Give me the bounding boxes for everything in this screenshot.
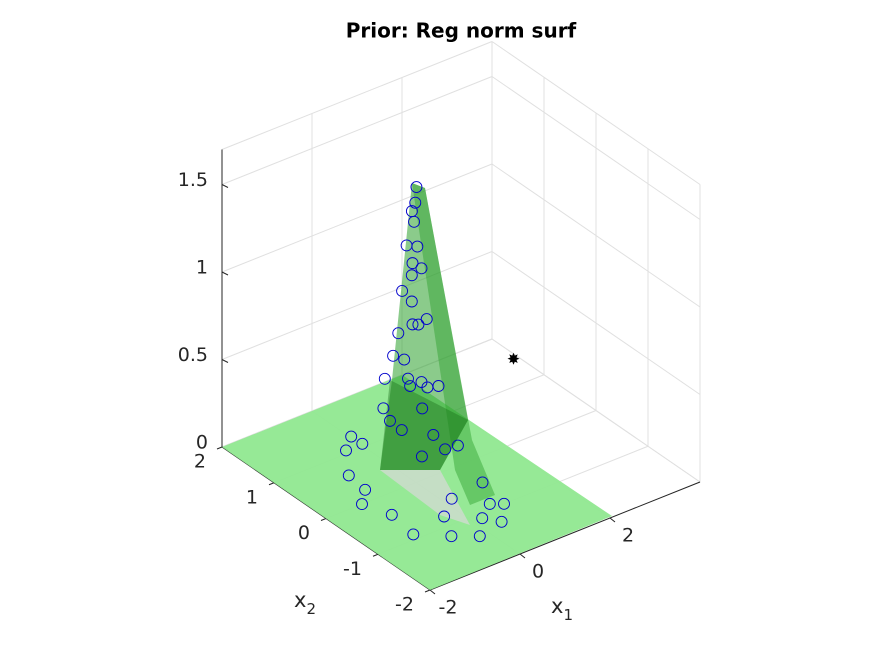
grid-line xyxy=(221,163,493,273)
marker-circle xyxy=(476,512,489,525)
y-tick xyxy=(268,482,275,486)
marker-circle xyxy=(409,196,422,209)
marker-circle xyxy=(405,269,418,282)
marker-circle xyxy=(420,313,433,326)
surface-ridge xyxy=(380,183,495,525)
marker-circle xyxy=(432,380,445,392)
marker-circle xyxy=(498,497,510,510)
marker-circle xyxy=(483,497,496,510)
marker-circle xyxy=(412,318,425,331)
y-label-main: x xyxy=(294,588,306,612)
box-edge xyxy=(491,338,701,483)
marker-circle xyxy=(405,205,418,218)
marker-circle xyxy=(416,402,429,415)
y-tick-label: -2 xyxy=(395,594,414,616)
box-edge xyxy=(221,41,493,150)
marker-circle xyxy=(476,476,489,489)
marker-circle xyxy=(340,444,352,457)
y-tick xyxy=(320,518,327,521)
y-tick-label: 0 xyxy=(298,522,310,544)
points xyxy=(340,181,520,543)
marker-circle xyxy=(402,372,414,385)
y-axis-label: x2 xyxy=(294,588,316,618)
marker-circle xyxy=(473,530,486,543)
marker-circle xyxy=(342,469,355,482)
marker-circle xyxy=(377,402,390,415)
marker-circle xyxy=(384,414,396,427)
marker-star xyxy=(507,352,520,365)
x-tick xyxy=(429,589,436,595)
x-tick xyxy=(519,553,526,559)
x-tick-label: 2 xyxy=(622,525,634,547)
z-tick xyxy=(221,184,229,188)
marker-circle xyxy=(398,353,411,366)
marker-circle xyxy=(345,430,358,443)
x-tick-label: -2 xyxy=(439,597,458,619)
marker-circle xyxy=(395,424,408,436)
x-tick xyxy=(609,517,616,523)
x-axis-label: x1 xyxy=(551,594,573,624)
marker-circle xyxy=(445,492,458,505)
marker-circle xyxy=(378,372,391,385)
marker-circle xyxy=(404,380,417,392)
marker-circle xyxy=(407,528,420,541)
z-tick xyxy=(221,359,229,363)
marker-circle xyxy=(405,295,418,308)
marker-circle xyxy=(415,450,428,463)
y-tick xyxy=(216,446,223,450)
z-tick xyxy=(221,271,229,276)
chart-title: Prior: Reg norm surf xyxy=(346,19,577,43)
marker-circle xyxy=(387,349,400,362)
surface-face xyxy=(380,470,470,525)
z-tick-label: 1 xyxy=(196,257,208,279)
z-tick-label: 0 xyxy=(196,432,208,454)
marker-circle xyxy=(411,240,424,253)
marker-circle xyxy=(356,437,369,450)
marker-circle xyxy=(359,483,372,496)
y-label-sub: 2 xyxy=(306,600,316,618)
x-label-main: x xyxy=(551,594,563,618)
marker-circle xyxy=(410,181,423,193)
box-edge xyxy=(491,41,701,185)
y-tick-label: 1 xyxy=(246,486,258,508)
grid-line xyxy=(221,76,493,185)
marker-circle xyxy=(495,515,508,528)
x-tick-label: 0 xyxy=(532,561,544,583)
grid-line xyxy=(491,76,701,220)
marker-circle xyxy=(406,257,419,270)
grid-line xyxy=(221,251,493,360)
marker-circle xyxy=(415,262,428,275)
surface-face xyxy=(412,183,495,505)
marker-circle xyxy=(438,510,451,523)
z-tick-label: 0.5 xyxy=(178,344,208,366)
x-label-sub: 1 xyxy=(563,606,573,624)
x-axis xyxy=(429,481,701,591)
marker-circle xyxy=(439,443,452,456)
y-tick xyxy=(372,553,379,557)
grid-line xyxy=(491,251,701,395)
marker-circle xyxy=(451,439,464,452)
marker-circle xyxy=(415,376,428,388)
y-tick xyxy=(424,589,431,593)
y-tick-label: -1 xyxy=(343,558,362,580)
y-tick-label: 2 xyxy=(194,451,206,473)
marker-circle xyxy=(427,428,440,441)
marker-circle xyxy=(396,285,409,297)
marker-circle xyxy=(445,530,458,543)
marker-circle xyxy=(385,508,398,521)
surface-face xyxy=(380,380,468,470)
z-tick-label: 1.5 xyxy=(178,169,208,191)
marker-circle xyxy=(406,318,419,331)
marker-circle xyxy=(356,498,368,511)
marker-circle xyxy=(392,327,405,340)
grid-line xyxy=(491,163,701,308)
